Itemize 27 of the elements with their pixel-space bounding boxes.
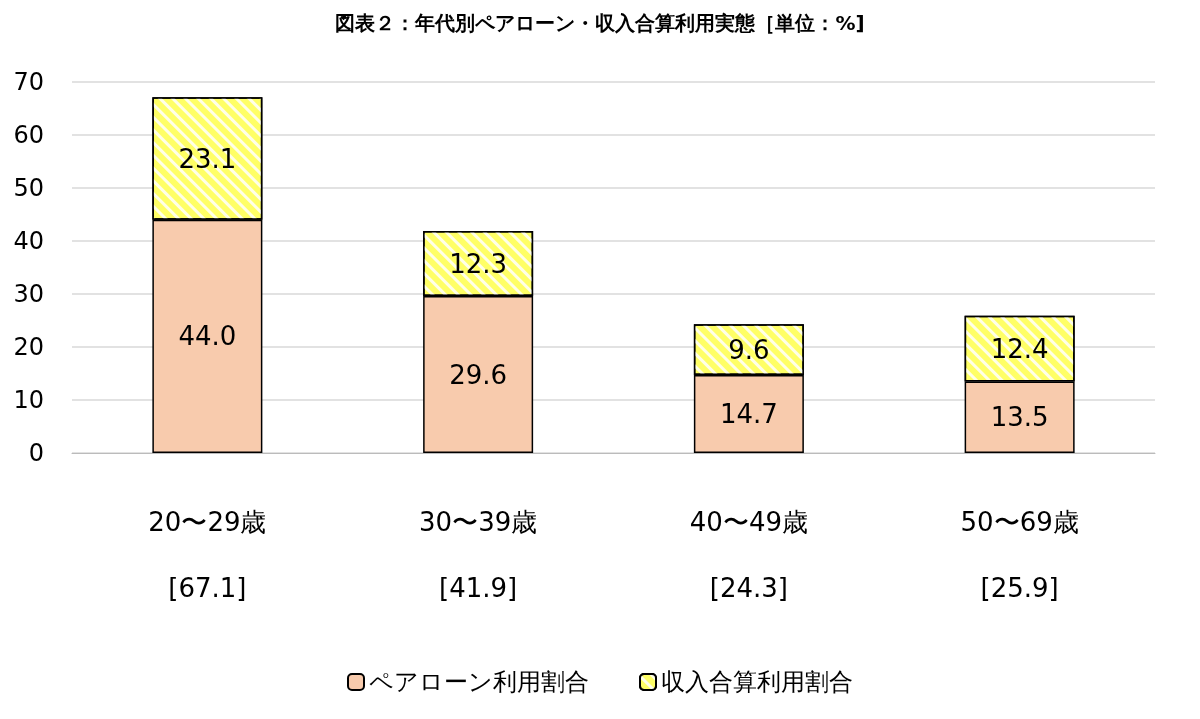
y-tick-label: 0 bbox=[28, 439, 44, 467]
text: [41.9] bbox=[439, 573, 518, 603]
text: [67.1] bbox=[168, 573, 247, 603]
data-label: 12.4 bbox=[990, 333, 1049, 364]
data-label: 12.3 bbox=[449, 248, 508, 279]
y-tick-label: 50 bbox=[13, 174, 44, 202]
x-tick-label: 30〜39歳 bbox=[419, 507, 538, 537]
data-label: 44.0 bbox=[178, 321, 237, 352]
data-label: 23.1 bbox=[178, 143, 237, 174]
legend-label: 収入合算利用割合 bbox=[661, 668, 853, 696]
y-tick-label: 30 bbox=[13, 280, 44, 308]
data-label: 9.6 bbox=[728, 334, 770, 365]
y-tick-label: 10 bbox=[13, 386, 44, 414]
chart-title: 図表２：年代別ペアローン・収入合算利用実態［単位：%] bbox=[335, 11, 865, 35]
x-tick-label: 50〜69歳 bbox=[960, 507, 1079, 537]
text: [24.3] bbox=[709, 573, 788, 603]
y-tick-label: 60 bbox=[13, 121, 44, 149]
legend-label: ペアローン利用割合 bbox=[369, 668, 589, 696]
text: [25.9] bbox=[980, 573, 1059, 603]
data-label: 13.5 bbox=[990, 402, 1049, 433]
y-tick-label: 40 bbox=[13, 227, 44, 255]
x-tick-label: 20〜29歳 bbox=[148, 507, 267, 537]
x-tick-label: 40〜49歳 bbox=[689, 507, 808, 537]
y-tick-label: 20 bbox=[13, 333, 44, 361]
data-label: 29.6 bbox=[449, 359, 508, 390]
y-tick-label: 70 bbox=[13, 68, 44, 96]
data-label: 14.7 bbox=[719, 399, 778, 430]
